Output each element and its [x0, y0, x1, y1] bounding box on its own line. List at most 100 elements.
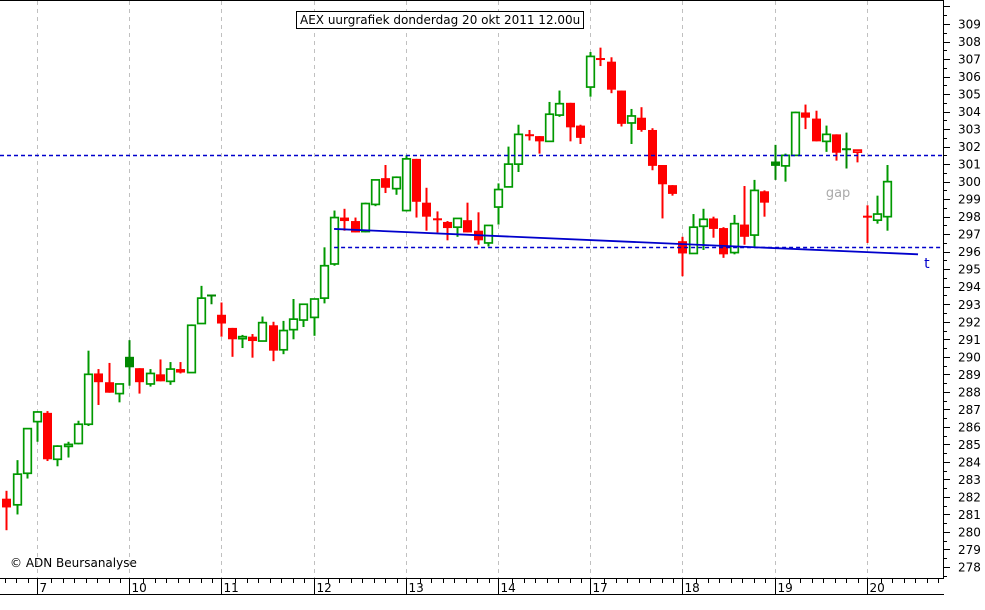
candle-body [94, 373, 103, 383]
candle-body [801, 112, 810, 118]
candle-up [237, 334, 248, 349]
candle-down [863, 205, 872, 243]
candle-body [391, 176, 402, 190]
candle-up [83, 350, 94, 426]
candle-up [513, 124, 524, 173]
candle-body [105, 382, 114, 393]
x-axis-day-label: 11 [224, 581, 239, 595]
candle-up [257, 316, 268, 342]
candle-up [22, 427, 33, 479]
candle-down [658, 165, 667, 219]
candle-body [678, 241, 687, 254]
candle-down [228, 327, 237, 357]
copyright-notice: © ADN Beursanalyse [10, 556, 137, 570]
candle-down [443, 221, 452, 241]
candle-down [474, 212, 483, 245]
candle-body [596, 58, 605, 61]
y-axis-label: 303 [958, 123, 981, 137]
y-axis-label: 301 [958, 158, 981, 172]
candle-up [329, 210, 340, 266]
candle-down [719, 227, 728, 258]
candle-body [145, 372, 156, 385]
candle-body [298, 303, 309, 321]
candle-down [801, 104, 810, 130]
y-axis-label: 298 [958, 210, 981, 224]
candle-body [658, 165, 667, 185]
candle-body [228, 327, 237, 340]
x-axis-day-label: 13 [409, 581, 424, 595]
y-axis-label: 291 [958, 333, 981, 347]
candle-body [156, 374, 165, 382]
candle-body [135, 368, 144, 383]
candle-body [176, 369, 185, 373]
y-axis-label: 288 [958, 385, 981, 399]
candle-body [760, 191, 769, 203]
candle-body [607, 61, 616, 90]
candle-body [22, 427, 33, 475]
candle-up [872, 195, 883, 224]
candle-up [73, 420, 84, 445]
candle-body [749, 189, 760, 236]
candle-up [749, 179, 760, 247]
candle-down [248, 334, 257, 358]
candle-up [63, 441, 74, 458]
candle-body [566, 102, 575, 128]
candle-body [248, 336, 257, 342]
y-axis-label: 306 [958, 70, 981, 84]
y-axis-label: 300 [958, 175, 981, 189]
y-axis-label: 293 [958, 298, 981, 312]
candle-down [648, 128, 657, 171]
candle-up [207, 294, 216, 305]
candle-up [319, 247, 330, 304]
y-axis-label: 289 [958, 368, 981, 382]
candle-body [688, 226, 699, 255]
candle-up [391, 176, 402, 195]
candle-body [812, 118, 821, 142]
candle-up [370, 179, 381, 207]
candle-down [463, 202, 472, 233]
candle-down [617, 90, 626, 127]
candle-down [525, 129, 534, 141]
y-axis-label: 292 [958, 315, 981, 329]
candle-body [269, 325, 278, 351]
candle-up [842, 132, 851, 169]
y-axis-label: 285 [958, 438, 981, 452]
candle-down [637, 107, 646, 132]
candle-down [709, 216, 718, 238]
candle-down [422, 187, 431, 231]
y-axis-label: 308 [958, 35, 981, 49]
candle-body [165, 368, 176, 383]
candle-body [83, 373, 94, 426]
level-lines: t gap [0, 154, 943, 272]
axes: 278 279 280 281 282 283 284 285 286 287 288 289 290 2… [0, 0, 981, 595]
candle-down [433, 211, 442, 233]
candle-up [544, 101, 555, 143]
candle-up [278, 320, 289, 355]
candle-up [196, 285, 207, 325]
y-axis-label: 309 [958, 18, 981, 32]
candle-up [309, 298, 320, 336]
y-axis-label: 282 [958, 490, 981, 504]
candle-body [729, 222, 740, 254]
trendline-label: t [924, 256, 930, 272]
candle-body [351, 221, 360, 233]
candle-down [381, 165, 390, 194]
candle-body [412, 158, 421, 202]
candle-body [319, 264, 330, 299]
candle-down [412, 158, 421, 218]
candle-body [217, 314, 226, 324]
candle-up [729, 214, 740, 255]
candle-body [443, 221, 452, 229]
candle-up [52, 445, 63, 467]
candle-up [790, 111, 801, 157]
candle-up [145, 369, 156, 387]
candle-body [381, 178, 390, 188]
candle-down [852, 149, 863, 163]
candle-body [771, 161, 780, 166]
candle-up [288, 299, 299, 340]
candle-up [771, 144, 780, 180]
candle-body [719, 228, 728, 255]
candle-body [821, 133, 832, 143]
y-axis-label: 296 [958, 245, 981, 259]
